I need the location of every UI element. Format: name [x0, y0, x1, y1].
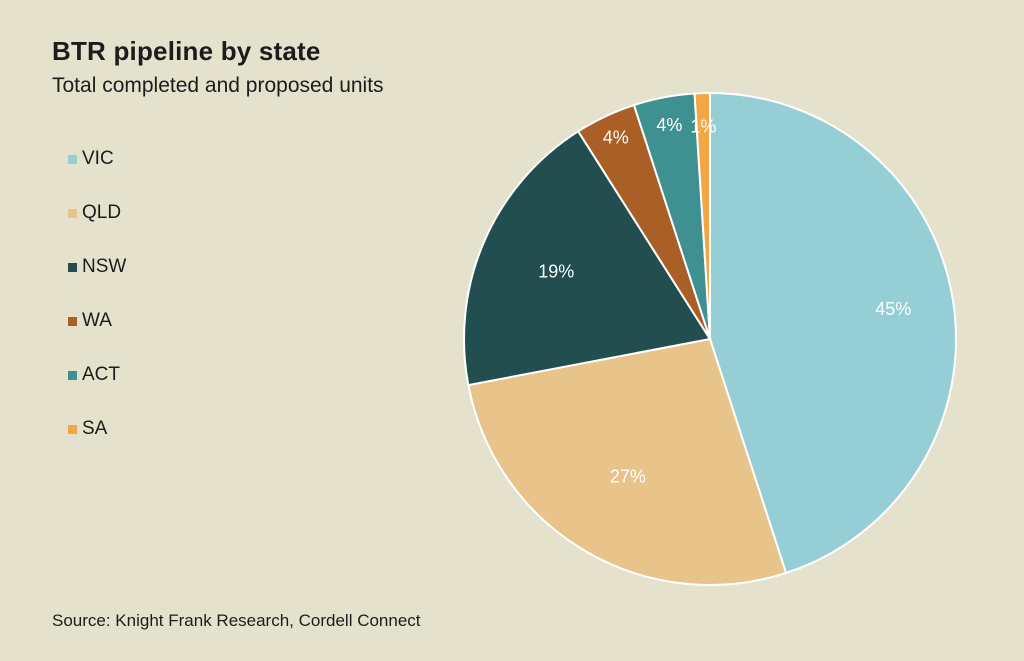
- legend-swatch-sa: [68, 424, 77, 434]
- pie-label-sa: 1%: [690, 116, 716, 136]
- legend-item-sa: SA: [68, 402, 126, 456]
- legend-label-qld: QLD: [82, 202, 122, 223]
- legend-item-nsw: NSW: [68, 240, 126, 294]
- source-note: Source: Knight Frank Research, Cordell C…: [52, 611, 421, 630]
- legend-label-sa: SA: [82, 418, 108, 439]
- legend-label-vic: VIC: [82, 148, 114, 169]
- pie-slice-qld: [467, 337, 788, 586]
- pie-slice-nsw: [463, 129, 712, 387]
- legend: VIC QLD NSW WA ACT SA: [68, 132, 126, 456]
- legend-label-act: ACT: [82, 364, 120, 385]
- legend-swatch-vic: [68, 154, 77, 164]
- pie-label-vic: 45%: [875, 299, 911, 319]
- pie-label-nsw: 19%: [538, 261, 574, 281]
- pie-slice-vic: [709, 91, 958, 575]
- legend-swatch-nsw: [68, 262, 77, 272]
- legend-item-qld: QLD: [68, 186, 126, 240]
- legend-swatch-wa: [68, 316, 77, 326]
- legend-label-nsw: NSW: [82, 256, 127, 277]
- legend-label-wa: WA: [82, 310, 112, 331]
- legend-swatch-act: [68, 370, 77, 380]
- chart-subtitle: Total completed and proposed units: [52, 74, 384, 97]
- legend-swatch-qld: [68, 208, 77, 218]
- legend-item-vic: VIC: [68, 132, 126, 186]
- pie-label-wa: 4%: [603, 127, 629, 147]
- legend-item-act: ACT: [68, 348, 126, 402]
- pie-label-qld: 27%: [610, 467, 646, 487]
- pie-slice-sa: [693, 91, 711, 340]
- pie-label-act: 4%: [656, 115, 682, 135]
- legend-item-wa: WA: [68, 294, 126, 348]
- chart-title: BTR pipeline by state: [52, 36, 321, 66]
